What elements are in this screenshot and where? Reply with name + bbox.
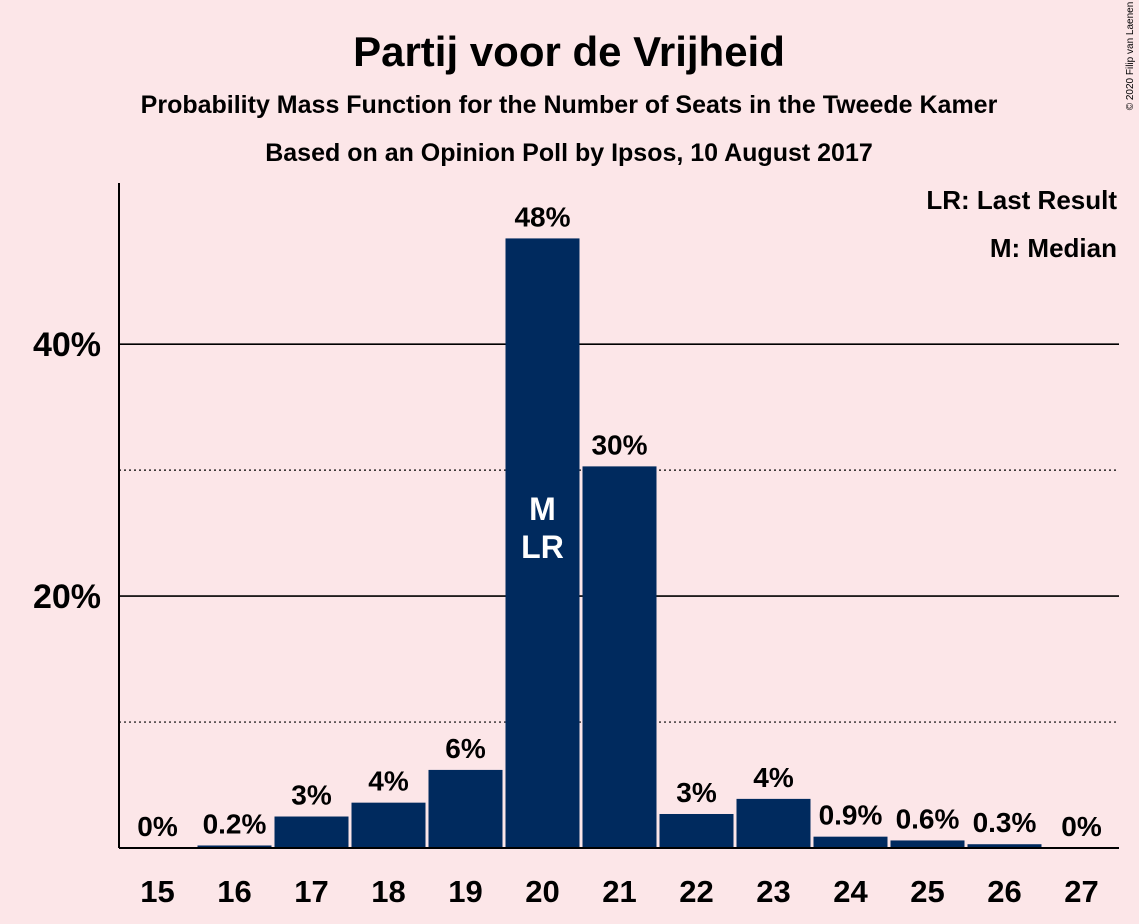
bar bbox=[890, 840, 965, 848]
x-tick-label: 26 bbox=[987, 874, 1021, 909]
x-tick-label: 18 bbox=[371, 874, 405, 909]
in-bar-marker: LR bbox=[521, 529, 564, 565]
bar bbox=[659, 813, 734, 848]
x-tick-label: 15 bbox=[140, 874, 174, 909]
axes bbox=[118, 183, 1119, 849]
bar bbox=[428, 769, 503, 848]
bar bbox=[197, 845, 272, 848]
bar bbox=[736, 798, 811, 848]
data-label-background bbox=[291, 777, 332, 812]
data-label-background bbox=[1061, 809, 1102, 843]
x-tick-label: 21 bbox=[602, 874, 636, 909]
bar bbox=[505, 238, 580, 848]
y-tick-label: 40% bbox=[33, 326, 101, 364]
y-tick-label: 20% bbox=[33, 578, 101, 616]
data-label-background bbox=[591, 427, 648, 462]
chart-subtitle-source: Based on an Opinion Poll by Ipsos, 10 Au… bbox=[265, 139, 873, 167]
data-label-background bbox=[137, 809, 178, 843]
bar bbox=[813, 836, 888, 848]
in-bar-marker: M bbox=[529, 491, 556, 527]
data-label-background bbox=[198, 806, 271, 841]
data-label: 3% bbox=[291, 780, 332, 811]
data-label-background bbox=[368, 763, 409, 798]
bars bbox=[197, 238, 1042, 848]
data-label: 0.9% bbox=[819, 800, 883, 831]
data-label: 0.2% bbox=[203, 808, 267, 839]
data-label: 0.3% bbox=[973, 807, 1037, 838]
data-label-background bbox=[445, 730, 486, 765]
data-label-background bbox=[676, 774, 717, 809]
data-label: 4% bbox=[753, 762, 794, 793]
data-label-background bbox=[968, 805, 1041, 840]
legend-median: M: Median bbox=[990, 233, 1117, 263]
data-label: 0.6% bbox=[896, 803, 960, 834]
bar bbox=[274, 816, 349, 848]
x-tick-label: 23 bbox=[756, 874, 790, 909]
x-tick-label: 20 bbox=[525, 874, 559, 909]
bar bbox=[967, 844, 1042, 848]
x-tick-label: 16 bbox=[217, 874, 251, 909]
data-label-background bbox=[891, 801, 964, 836]
x-tick-label: 17 bbox=[294, 874, 328, 909]
data-label: 4% bbox=[368, 766, 409, 797]
data-label-background bbox=[814, 797, 887, 832]
chart-title: Partij voor de Vrijheid bbox=[353, 28, 785, 75]
chart-subtitle: Probability Mass Function for the Number… bbox=[141, 91, 998, 119]
labels: 20% 40% 0% 15 0.2% 16 3% 17 4% 18 6% 19 48% 20 30% 21 3%… bbox=[33, 199, 1102, 909]
data-label: 30% bbox=[591, 429, 647, 460]
x-tick-label: 24 bbox=[833, 874, 868, 909]
data-label: 3% bbox=[676, 777, 717, 808]
x-tick-label: 19 bbox=[448, 874, 482, 909]
data-label-background bbox=[514, 199, 571, 234]
data-label: 6% bbox=[445, 733, 486, 764]
data-label: 48% bbox=[514, 201, 570, 232]
bar bbox=[351, 802, 426, 848]
legend-last-result: LR: Last Result bbox=[926, 185, 1117, 215]
data-label: 0% bbox=[1061, 811, 1102, 842]
copyright-notice: © 2020 Filip van Laenen bbox=[1125, 2, 1136, 111]
bar bbox=[582, 466, 657, 848]
x-tick-label: 22 bbox=[679, 874, 713, 909]
x-tick-label: 25 bbox=[910, 874, 944, 909]
data-label-background bbox=[753, 759, 794, 794]
data-label: 0% bbox=[137, 811, 178, 842]
x-tick-label: 27 bbox=[1064, 874, 1098, 909]
